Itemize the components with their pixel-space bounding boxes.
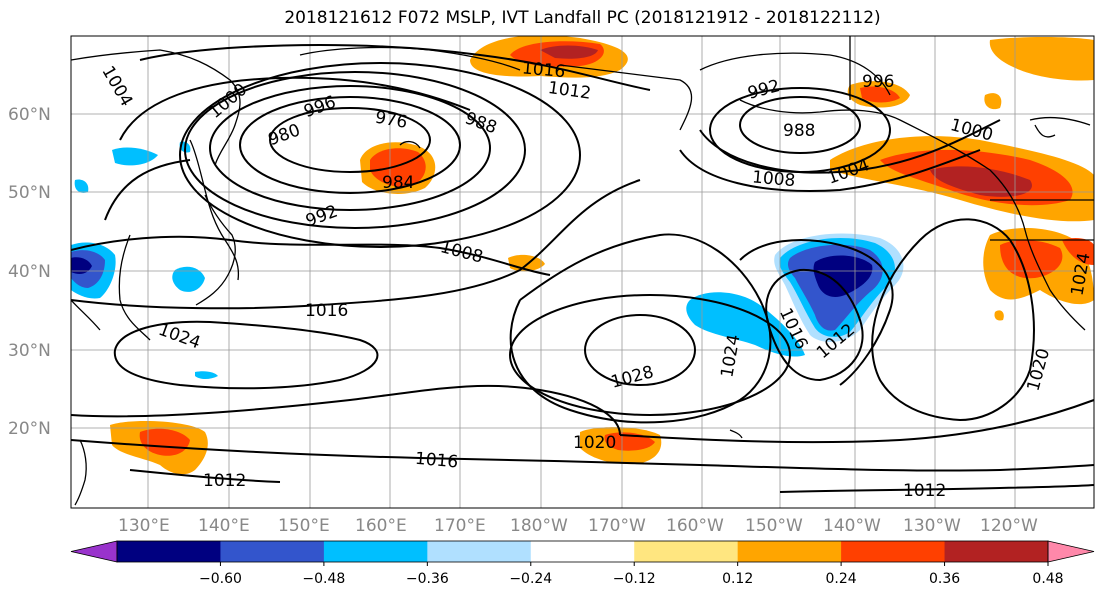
contour-label: 1016 — [305, 301, 348, 321]
colorbar-swatch — [944, 541, 1049, 562]
contour-label: 1016 — [414, 449, 459, 473]
lat-label: 30°N — [8, 341, 51, 361]
graticule — [71, 36, 1094, 508]
colorbar: −0.60 −0.48 −0.36 −0.24 −0.12 0.12 0.24 0.36 0.4… — [70, 540, 1095, 587]
lon-label: 150°E — [278, 516, 330, 536]
colorbar-swatch — [737, 541, 842, 562]
contour-label: 1008 — [751, 167, 796, 191]
longitude-labels: 130°E 140°E 150°E 160°E 170°E 180°W 170°… — [118, 516, 1038, 536]
colorbar-swatch — [323, 541, 428, 562]
colorbar-extend-high — [1047, 540, 1095, 563]
colorbar-swatch — [530, 541, 635, 562]
colorbar-swatch — [841, 541, 946, 562]
map-background — [71, 36, 1094, 508]
colorbar-tick-label: −0.60 — [199, 571, 242, 587]
lon-label: 130°E — [118, 516, 170, 536]
colorbar-boxes — [70, 540, 1095, 563]
colorbar-tick-label: 0.24 — [826, 571, 857, 587]
lon-label: 170°W — [588, 516, 646, 536]
colorbar-swatch — [634, 541, 739, 562]
colorbar-tick-label: −0.48 — [302, 571, 345, 587]
colorbar-ticks: −0.60 −0.48 −0.36 −0.24 −0.12 0.12 0.24 0.36 0.4… — [199, 562, 1064, 587]
contour-label: 1012 — [203, 471, 246, 491]
contour-label: 988 — [783, 121, 815, 141]
mslp-contours — [71, 44, 1094, 493]
lon-label: 150°W — [745, 516, 803, 536]
lat-label: 20°N — [8, 419, 51, 439]
lon-label: 140°E — [198, 516, 250, 536]
lon-label: 160°W — [666, 516, 724, 536]
lat-label: 50°N — [8, 183, 51, 203]
contour-label: 984 — [382, 173, 414, 193]
ivt-shading — [71, 36, 1094, 475]
lat-label: 40°N — [8, 262, 51, 282]
colorbar-tick-label: −0.24 — [509, 571, 552, 587]
colorbar-swatch — [427, 541, 532, 562]
colorbar-swatch — [220, 541, 325, 562]
colorbar-tick-label: 0.36 — [929, 571, 960, 587]
contour-label: 1020 — [573, 433, 616, 453]
map-title: 2018121612 F072 MSLP, IVT Landfall PC (2… — [284, 8, 881, 28]
colorbar-tick-label: 0.12 — [722, 571, 753, 587]
lon-label: 170°E — [434, 516, 486, 536]
map-frame — [70, 35, 1095, 509]
contour-label: 1012 — [903, 481, 946, 501]
colorbar-extend-low — [70, 540, 118, 563]
colorbar-tick-label: −0.36 — [406, 571, 449, 587]
latitude-labels: 60°N 50°N 40°N 30°N 20°N — [8, 105, 51, 439]
colorbar-swatch — [117, 541, 221, 562]
map-content: 1004 1000 996 976 988 1016 1012 992 988 … — [71, 36, 1094, 508]
lat-label: 60°N — [8, 105, 51, 125]
lon-label: 140°W — [823, 516, 881, 536]
contour-label: 1016 — [521, 58, 566, 82]
lon-label: 160°E — [355, 516, 407, 536]
lon-label: 130°W — [903, 516, 961, 536]
colorbar-tick-label: −0.12 — [613, 571, 656, 587]
colorbar-outline — [116, 540, 1049, 563]
colorbar-tick-label: 0.48 — [1032, 571, 1063, 587]
lon-label: 120°W — [980, 516, 1038, 536]
contour-label: 996 — [862, 72, 894, 92]
lon-label: 180°W — [510, 516, 568, 536]
